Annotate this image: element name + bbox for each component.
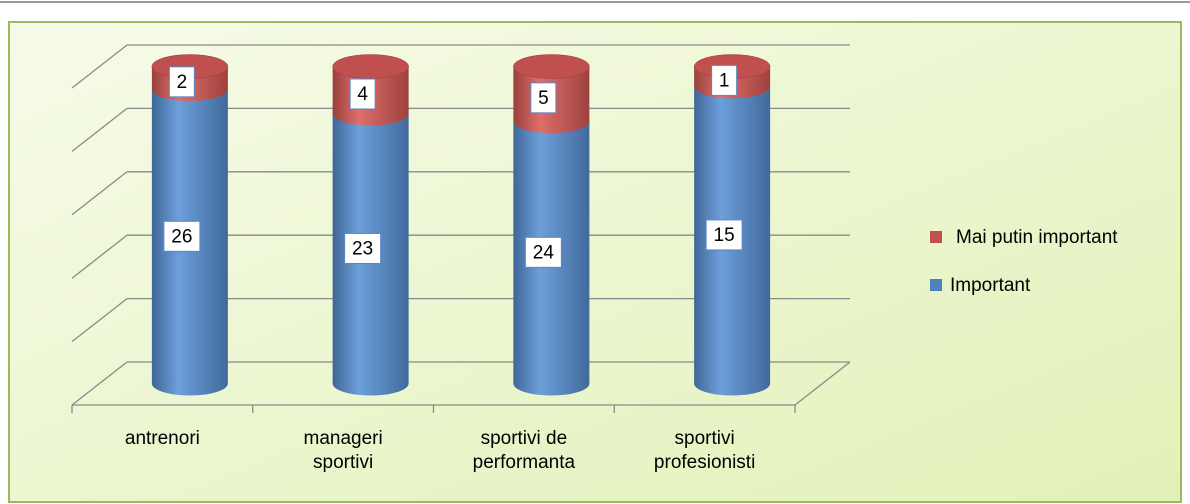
x-tick-label: manageri sportivi	[303, 428, 383, 473]
data-label-box	[349, 78, 376, 110]
grid-line-side	[71, 298, 128, 343]
cylinder-base	[513, 371, 590, 396]
floor-side	[794, 361, 851, 406]
data-label-box	[524, 236, 562, 268]
cylinder-base	[332, 371, 409, 396]
data-label-box	[168, 66, 195, 98]
data-label: 1	[719, 70, 730, 91]
legend-swatch	[930, 279, 942, 291]
data-label: 5	[538, 88, 549, 109]
x-tick-label: sportivi profesionisti	[653, 428, 756, 473]
data-label: 4	[357, 84, 368, 105]
grid-line-side	[71, 361, 128, 406]
cylinder-top	[513, 54, 590, 79]
grid-line-side	[71, 171, 128, 216]
data-label-box	[344, 232, 382, 264]
x-tick-label: antrenori	[124, 428, 200, 449]
cylinder-base	[151, 371, 228, 396]
cylinder-base	[694, 371, 771, 396]
data-label-box	[163, 220, 201, 252]
legend-label: Mai putin important	[956, 227, 1118, 248]
cylinder-top	[332, 54, 409, 79]
data-label: 26	[171, 226, 192, 247]
data-label: 15	[714, 225, 735, 246]
data-label-box	[711, 64, 738, 96]
grid-line-side	[71, 107, 128, 152]
data-label-box	[705, 219, 743, 251]
data-label: 23	[352, 238, 373, 259]
cylinder-base	[513, 109, 590, 134]
x-tick-label: sportivi de performanta	[472, 428, 576, 473]
grid-line-side	[71, 234, 128, 279]
grid-line-side	[71, 44, 128, 89]
data-label: 2	[177, 72, 188, 93]
legend-label: Important	[950, 275, 1031, 296]
legend-swatch	[930, 231, 942, 243]
data-label-box	[530, 82, 557, 114]
data-label: 24	[533, 242, 555, 263]
